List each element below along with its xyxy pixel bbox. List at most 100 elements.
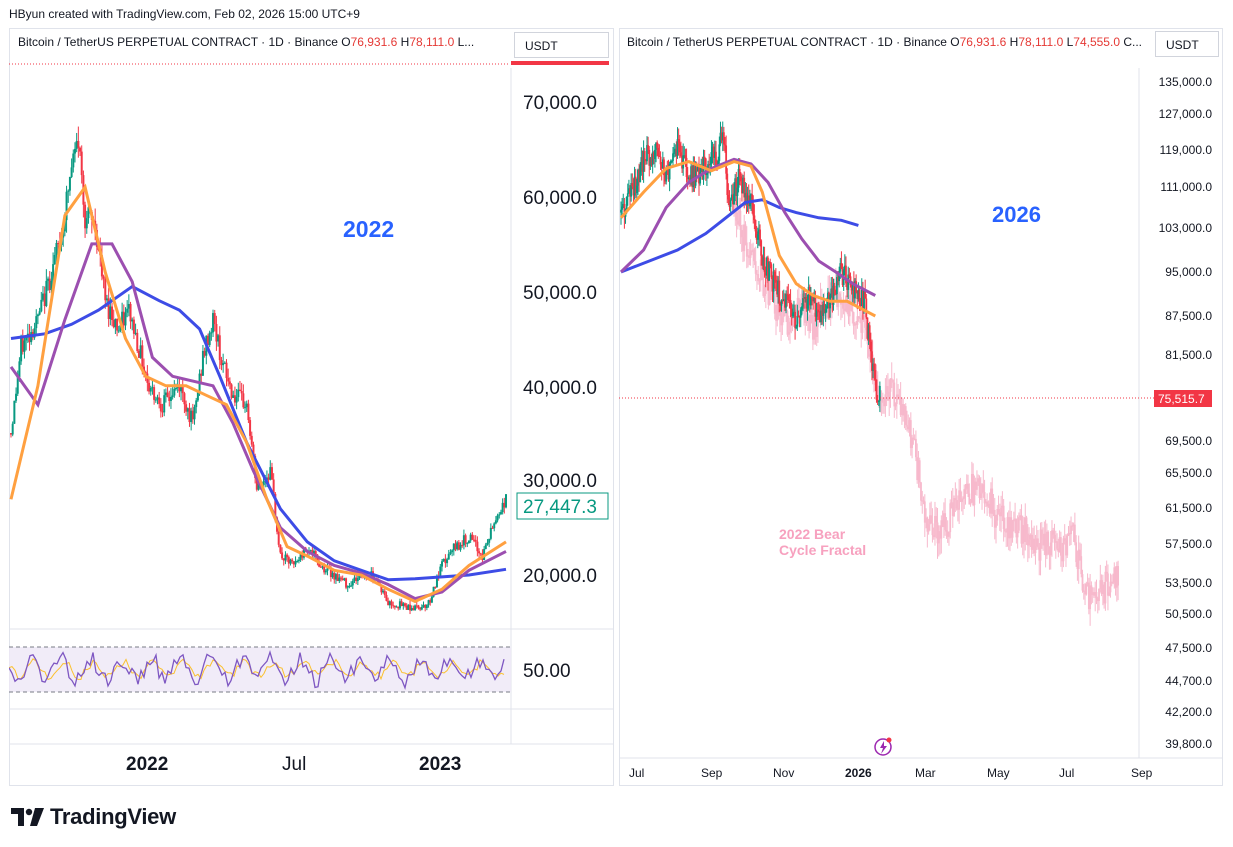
right-candle-body — [661, 159, 664, 169]
fractal-candle-body — [959, 490, 962, 502]
left-candle-body — [21, 338, 24, 352]
left-candle-body — [469, 534, 472, 541]
right-candle-body — [620, 209, 622, 213]
right-candle-body — [691, 166, 694, 188]
left-candle-body — [52, 264, 55, 281]
fractal-candle-body — [1070, 525, 1072, 535]
left-candle-body — [180, 386, 183, 392]
right-candle-body — [787, 294, 790, 300]
left-candle-body — [338, 577, 341, 582]
left-candle-body — [281, 552, 284, 559]
left-open-value: 76,931.6 — [350, 35, 398, 49]
right-candle-body — [680, 152, 682, 156]
fractal-candle-body — [770, 279, 772, 289]
right-candle-body — [846, 283, 848, 290]
fractal-candle-body — [917, 460, 920, 481]
left-candle-body — [446, 559, 449, 564]
left-candle-body — [72, 153, 75, 168]
left-candle-body — [190, 410, 193, 423]
left-candle-body — [38, 311, 41, 315]
right-candle-body — [650, 157, 653, 165]
left-candle-body — [227, 378, 230, 382]
left-chart-pane[interactable] — [9, 28, 614, 786]
left-year-label: 2022 — [343, 216, 394, 242]
right-chart-pane[interactable] — [619, 28, 1223, 786]
fractal-candle-body — [876, 385, 879, 398]
right-symbol-name: Bitcoin / TetherUS PERPETUAL CONTRACT · … — [627, 35, 947, 49]
right-high-label: H — [1009, 35, 1019, 49]
right-candle-body — [683, 155, 686, 157]
right-candle-body — [678, 143, 681, 153]
right-candle-body — [794, 311, 796, 329]
left-candle-body — [164, 392, 167, 396]
left-candle-body — [57, 243, 60, 245]
fractal-candle-body — [1103, 584, 1106, 604]
fractal-candle-body — [979, 493, 982, 499]
left-price-tick: 60,000.0 — [523, 188, 597, 209]
left-candle-body — [412, 608, 415, 611]
fractal-candle-body — [884, 394, 887, 407]
fractal-candle-body — [925, 517, 927, 523]
right-candle-body — [733, 193, 735, 205]
right-candle-body — [727, 195, 730, 200]
left-candle-body — [419, 607, 422, 610]
left-candle-body — [188, 408, 191, 423]
fractal-candle-body — [962, 498, 964, 500]
right-candle-body — [674, 148, 677, 153]
right-symbol-info[interactable]: Bitcoin / TetherUS PERPETUAL CONTRACT · … — [627, 35, 1147, 49]
fractal-candle-body — [935, 515, 938, 523]
left-candle-body — [109, 306, 112, 319]
fractal-candle-body — [742, 237, 744, 252]
left-candle-body — [291, 559, 294, 562]
left-candle-body — [452, 543, 455, 551]
right-candle-body — [706, 172, 708, 176]
right-candle-body — [819, 311, 821, 322]
fractal-candle-body — [946, 531, 949, 537]
left-candle-body — [414, 605, 417, 611]
tradingview-logo[interactable]: TradingView — [11, 804, 176, 830]
left-candle-body — [476, 541, 479, 552]
left-candle-body — [442, 558, 445, 562]
right-open-value: 76,931.6 — [959, 35, 1007, 49]
left-currency-button[interactable]: USDT — [514, 32, 609, 58]
fractal-candle-body — [778, 309, 781, 316]
right-candle-body — [626, 193, 629, 197]
right-price-tick: 47,500.0 — [1165, 641, 1212, 655]
fractal-candle-body — [1019, 515, 1022, 518]
right-currency-button[interactable]: USDT — [1155, 31, 1219, 57]
right-candle-body — [658, 155, 661, 157]
lightning-icon[interactable] — [874, 737, 892, 756]
right-candle-body — [767, 257, 769, 281]
right-candle-body — [709, 164, 712, 166]
left-candle-body — [313, 551, 316, 556]
left-candle-body — [449, 552, 452, 554]
left-candle-body — [398, 601, 401, 609]
right-candle-body — [791, 312, 794, 317]
left-candle-body — [488, 538, 491, 543]
left-candle-body — [461, 544, 464, 546]
left-candle-body — [13, 400, 16, 424]
fractal-candle-body — [945, 529, 948, 532]
left-candle-body — [63, 220, 66, 232]
right-candle-body — [851, 282, 854, 291]
left-candle-body — [161, 411, 164, 413]
fractal-candle-body — [1072, 524, 1075, 527]
left-candle-body — [67, 190, 70, 192]
left-candle-body — [41, 293, 44, 300]
fractal-candle-body — [1105, 571, 1108, 574]
fractal-candle-body — [804, 304, 807, 323]
right-candle-body — [839, 263, 842, 272]
left-candle-body — [289, 559, 292, 564]
fractal-candle-body — [786, 311, 789, 335]
fractal-candle-body — [892, 379, 894, 383]
right-candle-body — [864, 289, 867, 299]
left-candle-body — [131, 319, 134, 322]
right-candle-body — [744, 193, 747, 198]
left-candle-body — [392, 605, 395, 607]
right-candle-body — [774, 279, 777, 283]
left-symbol-info[interactable]: Bitcoin / TetherUS PERPETUAL CONTRACT · … — [18, 35, 508, 49]
fractal-candle-body — [862, 315, 865, 319]
left-candle-body — [467, 540, 470, 544]
fractal-candle-body — [915, 438, 917, 458]
left-chart-svg: 70,000.0 60,000.0 50,000.0 40,000.0 30,0… — [9, 61, 614, 775]
